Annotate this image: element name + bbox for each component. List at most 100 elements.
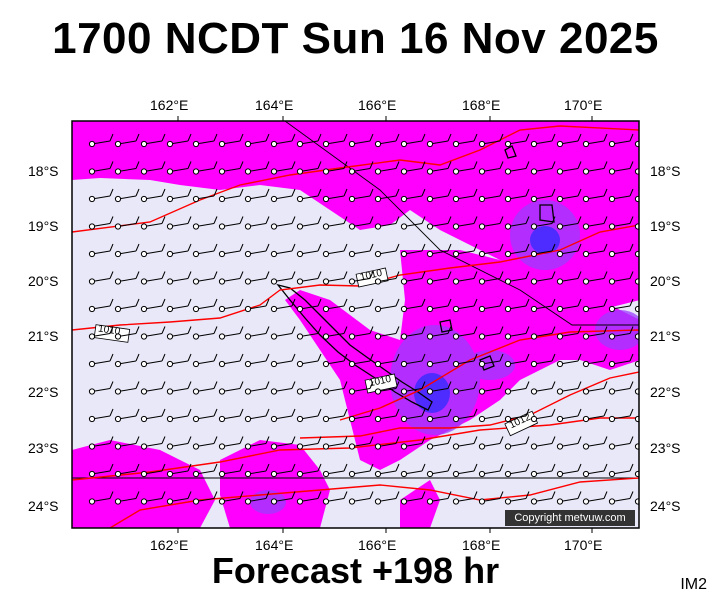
wind-barb-flag xyxy=(135,271,140,279)
wind-station-dot xyxy=(192,388,200,395)
forecast-label: Forecast +198 hr xyxy=(211,550,500,591)
wind-station-dot xyxy=(452,470,460,478)
wind-barb-flag xyxy=(629,298,634,307)
wind-station-dot xyxy=(166,168,174,175)
wind-barb-flag xyxy=(525,463,530,472)
wind-station-dot xyxy=(88,443,96,450)
wind-barb-flag xyxy=(109,133,114,142)
wind-station-dot xyxy=(452,305,460,313)
wind-barb-flag xyxy=(317,271,322,279)
wind-station-dot xyxy=(634,388,639,395)
wind-barb-flag xyxy=(369,188,374,197)
wind-barb-flag xyxy=(291,381,296,389)
wind-station-dot xyxy=(348,498,356,505)
wind-station-dot xyxy=(140,443,148,450)
wind-barb-flag xyxy=(187,381,192,389)
wind-station-dot xyxy=(322,415,330,423)
wind-station-dot xyxy=(114,250,122,258)
wind-station-dot xyxy=(530,223,538,230)
wind-barb-flag xyxy=(447,161,452,169)
wind-station-dot xyxy=(478,333,486,340)
wind-barb-flag xyxy=(213,353,218,362)
wind-station-dot xyxy=(504,223,512,230)
wind-barb-flag xyxy=(551,216,556,224)
wind-station-dot xyxy=(530,388,538,395)
wind-barb-flag xyxy=(213,271,218,279)
wind-station-dot xyxy=(374,195,382,203)
wind-barb-flag xyxy=(421,326,426,334)
wind-station-dot xyxy=(88,305,96,313)
wind-barb-flag xyxy=(317,463,322,472)
wind-barb-flag xyxy=(395,243,400,252)
wind-station-dot xyxy=(530,195,538,203)
wind-barb-flag xyxy=(629,271,634,279)
wind-station-dot xyxy=(530,498,538,505)
wind-barb-flag xyxy=(629,133,634,142)
wind-barb-flag xyxy=(239,216,244,224)
wind-barb-flag xyxy=(161,161,166,169)
wind-station-dot xyxy=(608,278,616,285)
wind-barb-flag xyxy=(343,243,348,252)
wind-station-dot xyxy=(452,415,460,423)
wind-station-dot xyxy=(374,168,382,175)
wind-barb-flag xyxy=(447,326,452,334)
wind-barb-flag xyxy=(109,381,114,389)
wind-station-dot xyxy=(374,388,382,395)
wind-station-dot xyxy=(478,168,486,175)
wind-station-dot xyxy=(270,415,278,423)
wind-station-dot xyxy=(582,333,590,340)
wind-station-dot xyxy=(556,415,564,423)
wind-barb-flag xyxy=(473,408,478,417)
wind-barb-flag xyxy=(135,408,140,417)
wind-barb-flag xyxy=(551,353,556,362)
wind-station-dot xyxy=(88,278,96,285)
wind-barb-flag xyxy=(656,299,659,306)
wind-barb-flag xyxy=(343,326,348,334)
wind-station-dot xyxy=(322,305,330,313)
wind-station-dot xyxy=(218,333,226,340)
wind-barb-flag xyxy=(317,326,322,334)
wind-station-dot xyxy=(452,388,460,395)
wind-barb-flag xyxy=(395,436,400,444)
wind-station-dot xyxy=(556,443,564,450)
wind-station-dot xyxy=(556,140,564,148)
latitude-label-right: 20°S xyxy=(650,273,681,289)
wind-barb-flag xyxy=(551,326,556,334)
wind-station-dot xyxy=(556,168,564,175)
wind-station-dot xyxy=(452,250,460,258)
wind-barb-flag xyxy=(421,271,426,279)
wind-barb-flag xyxy=(161,491,166,499)
longitude-label-top: 170°E xyxy=(564,97,603,113)
wind-station-dot xyxy=(192,443,200,450)
wind-barb-flag xyxy=(499,188,504,197)
wind-station-dot xyxy=(218,195,226,203)
wind-barb-flag xyxy=(187,161,192,169)
wind-barb-flag xyxy=(499,298,504,307)
wind-barb-flag xyxy=(343,133,348,142)
wind-barb-flag xyxy=(213,216,218,224)
wind-barb-flag xyxy=(473,271,478,279)
wind-barb-flag xyxy=(551,298,556,307)
wind-station-dot xyxy=(322,443,330,450)
wind-barb-flag xyxy=(421,381,426,389)
wind-station-dot xyxy=(270,195,278,203)
wind-station-dot xyxy=(218,443,226,450)
wind-barb-flag xyxy=(213,326,218,334)
wind-barb-flag xyxy=(265,216,270,224)
wind-station-dot xyxy=(140,223,148,230)
latitude-label-left: 20°S xyxy=(28,273,59,289)
wind-station-dot xyxy=(556,305,564,313)
wind-station-dot xyxy=(114,333,122,340)
wind-station-dot xyxy=(296,278,304,285)
wind-barb-flag xyxy=(656,189,659,196)
wind-barb-flag xyxy=(213,133,218,142)
wind-barb-flag xyxy=(656,244,659,251)
wind-station-dot xyxy=(296,140,304,148)
wind-station-dot xyxy=(582,415,590,423)
wind-station-dot xyxy=(140,498,148,505)
wind-station-dot xyxy=(400,360,408,368)
wind-station-dot xyxy=(582,168,590,175)
wind-barb-flag xyxy=(239,353,244,362)
wind-barb-flag xyxy=(447,216,452,224)
wind-barb-flag xyxy=(656,464,659,471)
